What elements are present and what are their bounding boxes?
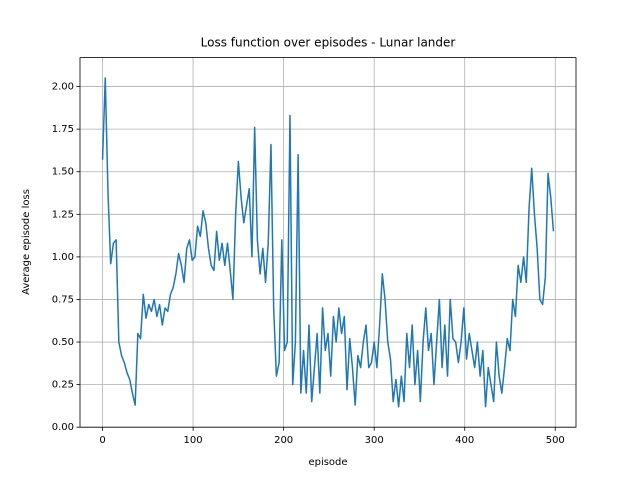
x-tick-label: 100 [184,435,203,446]
y-axis-label: Average episode loss [21,189,32,295]
data-line [101,77,555,408]
x-tick-label: 500 [546,435,565,446]
y-tick-label: 1.75 [52,124,74,135]
y-tick-label: 1.50 [52,167,74,178]
y-tick-label: 1.25 [52,209,74,220]
chart-title: Loss function over episodes - Lunar land… [201,36,456,50]
x-tick-label: 200 [274,435,293,446]
x-axis-label: episode [308,457,347,468]
y-tick-label: 1.00 [52,252,74,263]
x-tick-label: 400 [455,435,474,446]
y-tick-label: 0.25 [52,380,74,391]
grid [80,57,576,428]
y-tick-label: 0.50 [52,337,74,348]
y-tick-label: 0.75 [52,294,74,305]
x-tick-label: 0 [99,435,105,446]
ticks: 0 100 200 300 400 500 0.00 0.25 0.50 0.75 1.00 1.25… [52,82,565,447]
axes-frame [79,57,577,428]
y-tick-label: 0.00 [52,422,74,433]
x-tick-label: 300 [365,435,384,446]
plot [101,77,555,408]
y-tick-label: 2.00 [52,82,74,93]
